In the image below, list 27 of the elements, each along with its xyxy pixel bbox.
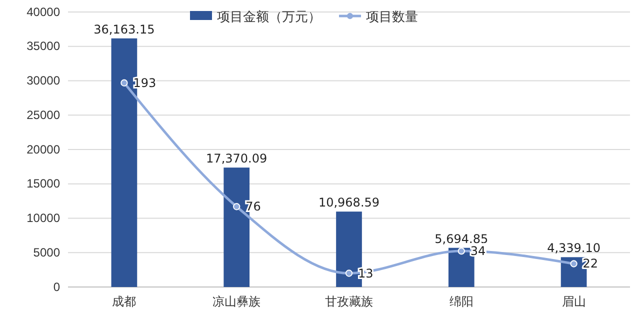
y-tick-label: 5000 — [33, 245, 60, 260]
y-tick-label: 40000 — [26, 4, 60, 19]
x-tick-label: 眉山 — [562, 294, 586, 309]
y-tick-label: 15000 — [26, 176, 60, 191]
data-label: 36,163.15 — [94, 22, 155, 36]
point — [233, 203, 240, 210]
legend-label: 项目数量 — [366, 10, 418, 25]
x-tick-label: 绵阳 — [449, 294, 474, 309]
legend-label: 项目金额（万元） — [217, 10, 321, 25]
data-label: 13 — [358, 266, 374, 280]
x-tick-label: 凉山彝族 — [212, 294, 261, 309]
data-label: 17,370.09 — [206, 152, 268, 166]
point — [120, 79, 128, 86]
data-label: 4,339.10 — [547, 241, 601, 256]
point — [458, 247, 465, 255]
y-tick-label: 25000 — [26, 108, 60, 122]
y-tick-label: 35000 — [26, 39, 60, 54]
point — [570, 260, 578, 268]
y-tick-label: 20000 — [26, 142, 60, 156]
point — [345, 270, 353, 277]
x-tick-label: 成都 — [112, 294, 136, 309]
y-tick-label: 0 — [53, 280, 60, 294]
x-tick-label: 甘孜藏族 — [325, 294, 373, 309]
y-tick-label: 30000 — [26, 74, 60, 88]
y-tick-label: 10000 — [26, 211, 60, 226]
data-label: 5,694.85 — [434, 232, 488, 246]
data-label: 10,968.59 — [318, 196, 380, 210]
